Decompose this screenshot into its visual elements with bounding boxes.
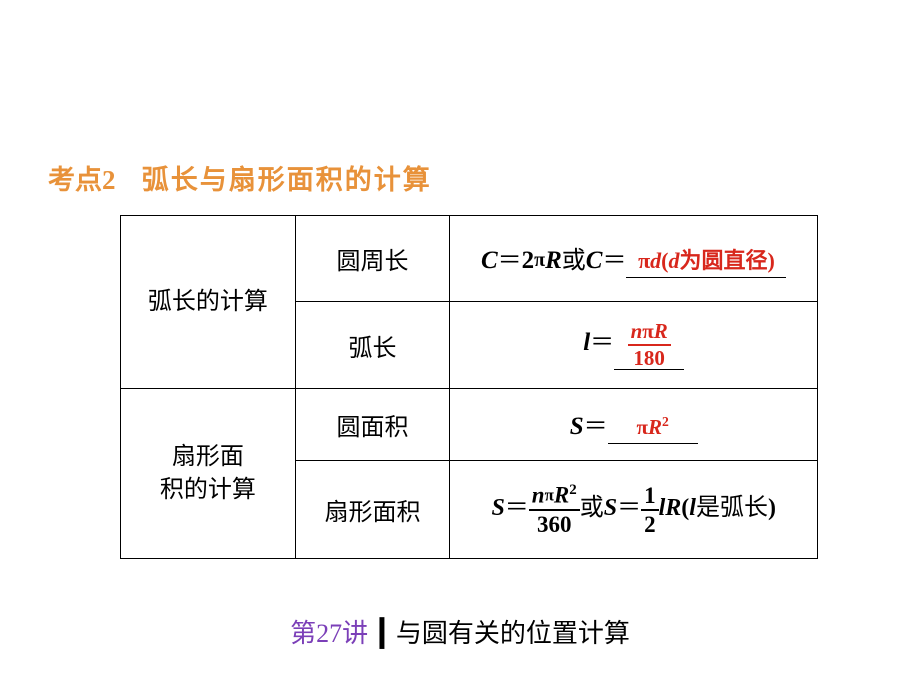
formula-table: 弧长的计算 圆周长 C＝2πR或C＝πd(d为圆直径) 弧长 l＝nπR180 … xyxy=(120,215,818,559)
arc-length-label-cell: 弧长 xyxy=(295,302,450,389)
arc-length-label: 弧长 xyxy=(349,336,397,362)
page-footer: 第27讲┃与圆有关的位置计算 xyxy=(0,613,920,650)
sector-calc-label: 扇形面 积的计算 xyxy=(121,441,295,506)
footer-title: 与圆有关的位置计算 xyxy=(396,619,630,648)
footer-lecture: 第27讲 xyxy=(290,619,368,648)
arc-calc-cell: 弧长的计算 xyxy=(121,216,296,389)
circle-area-formula: S＝πR2 xyxy=(570,413,698,440)
circumference-label: 圆周长 xyxy=(337,249,409,275)
footer-separator: ┃ xyxy=(374,619,390,648)
sector-area-formula: S＝nπR2360或S＝12lR(l是弧长) xyxy=(491,495,776,521)
circumference-label-cell: 圆周长 xyxy=(295,216,450,302)
sector-area-formula-cell: S＝nπR2360或S＝12lR(l是弧长) xyxy=(450,461,818,559)
circle-area-label: 圆面积 xyxy=(337,415,409,441)
arc-calc-label: 弧长的计算 xyxy=(121,286,295,318)
circle-area-label-cell: 圆面积 xyxy=(295,389,450,461)
sector-area-label: 扇形面积 xyxy=(325,500,421,526)
section-heading: 考点2 弧长与扇形面积的计算 xyxy=(48,158,432,197)
circle-area-formula-cell: S＝πR2 xyxy=(450,389,818,461)
arc-length-formula-cell: l＝nπR180 xyxy=(450,302,818,389)
heading-number: 考点2 xyxy=(48,165,116,195)
sector-calc-cell: 扇形面 积的计算 xyxy=(121,389,296,559)
arc-length-formula: l＝nπR180 xyxy=(583,329,684,356)
circumference-formula: C＝2πR或C＝πd(d为圆直径) xyxy=(481,247,787,274)
circumference-formula-cell: C＝2πR或C＝πd(d为圆直径) xyxy=(450,216,818,302)
heading-title: 弧长与扇形面积的计算 xyxy=(142,165,432,195)
sector-area-label-cell: 扇形面积 xyxy=(295,461,450,559)
